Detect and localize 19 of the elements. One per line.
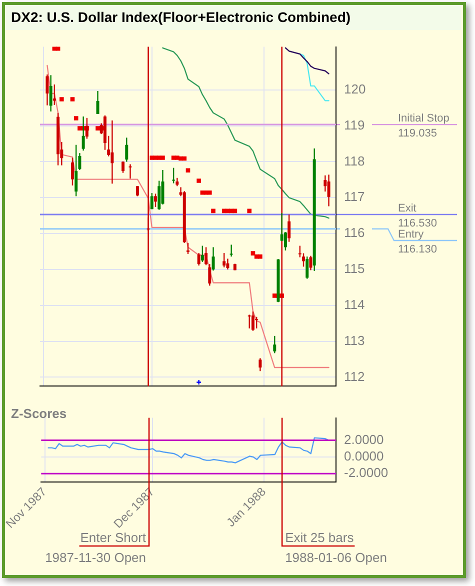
y-tick-label: 119 <box>344 117 365 132</box>
y-tick-label: 2.0000 <box>344 432 384 447</box>
ref-line-label: Exit 116.530 <box>398 202 437 230</box>
y-tick-label: -2.0000 <box>344 465 388 480</box>
y-tick-label: 116 <box>344 225 365 240</box>
y-tick-label: 120 <box>344 81 366 96</box>
ref-line-label: Enter Short 1987-11-30 Open <box>45 530 146 565</box>
ref-line-label: Exit 25 bars 1988-01-06 Open <box>285 530 387 565</box>
y-tick-label: 114 <box>344 296 365 312</box>
ref-line-label: Initial Stop 119.035 <box>398 112 450 140</box>
y-tick-label: 112 <box>344 368 365 384</box>
chart-title: Z-Scores <box>11 406 67 421</box>
y-tick-label: 115 <box>344 261 365 276</box>
y-tick-label: 117 <box>344 189 365 204</box>
y-tick-label: 0.0000 <box>344 448 384 464</box>
chart-title: DX2: U.S. Dollar Index(Floor+Electronic Combined) <box>5 5 461 30</box>
y-tick-label: 118 <box>344 153 365 168</box>
ref-line-label: Entry 116.130 <box>398 228 437 256</box>
y-tick-label: 113 <box>344 332 365 348</box>
